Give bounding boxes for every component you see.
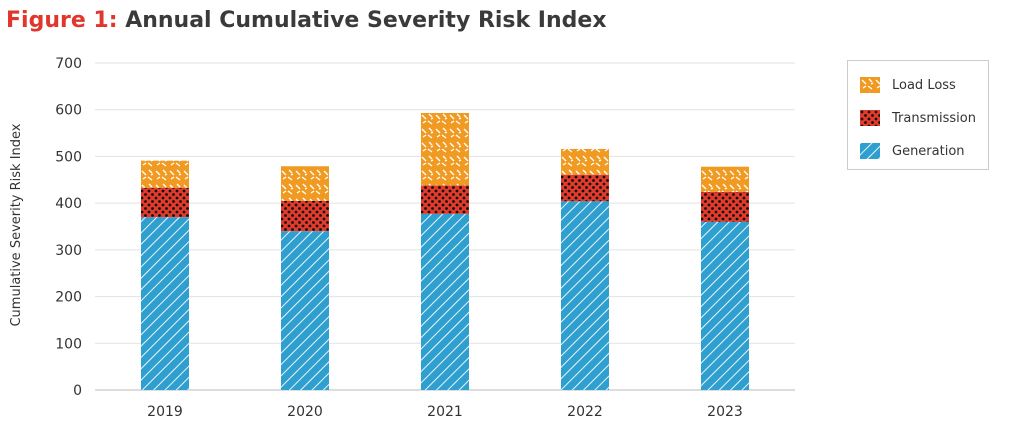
bar-load-loss-2019 bbox=[141, 160, 189, 188]
x-tick-label: 2022 bbox=[567, 404, 603, 420]
bar-generation-2019 bbox=[141, 217, 189, 390]
bar-load-loss-2020 bbox=[281, 166, 329, 201]
tick-labels: 0 100 200 300 400 500 600 700 2019 2020 2021 2022 20… bbox=[55, 56, 743, 420]
y-tick-label: 200 bbox=[55, 290, 82, 306]
bar-generation-2021 bbox=[421, 213, 469, 390]
figure-number: Figure 1: bbox=[6, 8, 118, 33]
x-tick-label: 2023 bbox=[707, 404, 743, 420]
legend-label-transmission: Transmission bbox=[892, 110, 976, 126]
legend: Load Loss Transmission Generation bbox=[847, 60, 989, 170]
chart-title: Figure 1: Annual Cumulative Severity Ris… bbox=[6, 8, 607, 33]
title-text: Annual Cumulative Severity Risk Index bbox=[125, 8, 607, 33]
bar-generation-2022 bbox=[561, 201, 609, 390]
transmission-swatch bbox=[860, 110, 880, 126]
y-tick-label: 100 bbox=[55, 336, 82, 352]
x-tick-label: 2020 bbox=[287, 404, 323, 420]
bar-load-loss-2023 bbox=[701, 166, 749, 192]
bar-transmission-2021 bbox=[421, 185, 469, 214]
y-tick-label: 300 bbox=[55, 243, 82, 259]
x-tick-label: 2019 bbox=[147, 404, 183, 420]
load-loss-swatch bbox=[860, 77, 880, 93]
bar-load-loss-2021 bbox=[421, 112, 469, 186]
y-tick-label: 600 bbox=[55, 103, 82, 119]
y-tick-label: 0 bbox=[73, 383, 82, 399]
y-tick-label: 400 bbox=[55, 196, 82, 212]
legend-item-transmission: Transmission bbox=[860, 108, 976, 128]
legend-label-generation: Generation bbox=[892, 143, 965, 159]
generation-swatch bbox=[860, 143, 880, 159]
legend-item-load-loss: Load Loss bbox=[860, 75, 956, 95]
bar-transmission-2022 bbox=[561, 174, 609, 202]
x-tick-label: 2021 bbox=[427, 404, 463, 420]
y-axis-label: Cumulative Severity Risk Index bbox=[9, 123, 24, 326]
y-tick-label: 700 bbox=[55, 56, 82, 72]
bar-generation-2020 bbox=[281, 231, 329, 390]
bar-transmission-2023 bbox=[701, 191, 749, 222]
legend-item-generation: Generation bbox=[860, 141, 965, 161]
bars bbox=[141, 112, 749, 390]
bar-load-loss-2022 bbox=[561, 148, 609, 175]
bar-transmission-2019 bbox=[141, 187, 189, 218]
bar-generation-2023 bbox=[701, 221, 749, 390]
legend-label-load-loss: Load Loss bbox=[892, 77, 956, 93]
y-tick-label: 500 bbox=[55, 149, 82, 165]
bar-transmission-2020 bbox=[281, 200, 329, 232]
